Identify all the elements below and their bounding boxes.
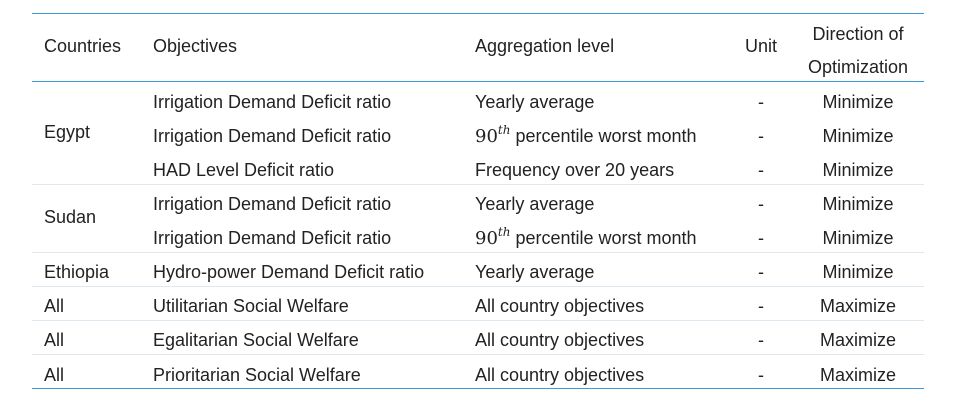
row-objective: Irrigation Demand Deficit ratio	[153, 228, 392, 248]
row-unit: -	[758, 194, 764, 214]
row-aggregation: 90th percentile worst month	[475, 123, 697, 147]
row-country: All	[44, 296, 65, 316]
row-unit: -	[758, 365, 764, 385]
group-label-sudan: Sudan	[44, 207, 97, 227]
bottom-rule	[32, 388, 924, 389]
row-direction: Minimize	[822, 194, 894, 214]
row-direction: Maximize	[819, 365, 896, 385]
row-aggregation: Frequency over 20 years	[475, 160, 675, 180]
row-unit: -	[758, 160, 764, 180]
row-direction: Minimize	[822, 160, 894, 180]
row-objective: HAD Level Deficit ratio	[153, 160, 335, 180]
aggregation-text: percentile worst month	[515, 228, 697, 248]
percentile-number: 90	[475, 126, 498, 147]
header-direction-line1: Direction of	[812, 24, 904, 44]
row-aggregation: Yearly average	[475, 194, 595, 214]
row-unit: -	[758, 126, 764, 146]
row-unit: -	[758, 330, 764, 350]
row-objective: Hydro-power Demand Deficit ratio	[153, 262, 425, 282]
row-aggregation: All country objectives	[475, 296, 645, 316]
row-separator	[32, 252, 924, 253]
row-separator	[32, 354, 924, 355]
percentile-number: 90	[475, 228, 498, 249]
row-aggregation: Yearly average	[475, 92, 595, 112]
row-direction: Maximize	[819, 296, 896, 316]
row-objective: Irrigation Demand Deficit ratio	[153, 194, 392, 214]
row-separator	[32, 286, 924, 287]
row-objective: Utilitarian Social Welfare	[153, 296, 349, 316]
row-aggregation: Yearly average	[475, 262, 595, 282]
header-aggregation: Aggregation level	[475, 36, 615, 56]
row-direction: Minimize	[822, 92, 894, 112]
row-unit: -	[758, 92, 764, 112]
row-objective: Irrigation Demand Deficit ratio	[153, 92, 392, 112]
row-objective: Irrigation Demand Deficit ratio	[153, 126, 392, 146]
row-direction: Minimize	[822, 228, 894, 248]
row-aggregation: 90th percentile worst month	[475, 225, 697, 249]
row-direction: Maximize	[819, 330, 896, 350]
row-country: Ethiopia	[44, 262, 110, 282]
row-objective: Prioritarian Social Welfare	[153, 365, 361, 385]
row-country: All	[44, 330, 65, 350]
row-unit: -	[758, 296, 764, 316]
row-objective: Egalitarian Social Welfare	[153, 330, 359, 350]
percentile-suffix: th	[497, 123, 511, 137]
group-label-egypt: Egypt	[44, 122, 91, 142]
row-aggregation: All country objectives	[475, 365, 645, 385]
header-objectives: Objectives	[153, 36, 238, 56]
row-unit: -	[758, 262, 764, 282]
header-direction-line2: Optimization	[807, 57, 909, 77]
aggregation-text: percentile worst month	[515, 126, 697, 146]
row-unit: -	[758, 228, 764, 248]
top-rule	[32, 13, 924, 14]
row-direction: Minimize	[822, 262, 894, 282]
row-separator	[32, 184, 924, 185]
row-aggregation: All country objectives	[475, 330, 645, 350]
percentile-suffix: th	[497, 225, 511, 239]
header-unit: Unit	[744, 36, 777, 56]
header-rule	[32, 81, 924, 82]
row-country: All	[44, 365, 65, 385]
header-countries: Countries	[44, 36, 122, 56]
row-separator	[32, 320, 924, 321]
row-direction: Minimize	[822, 126, 894, 146]
